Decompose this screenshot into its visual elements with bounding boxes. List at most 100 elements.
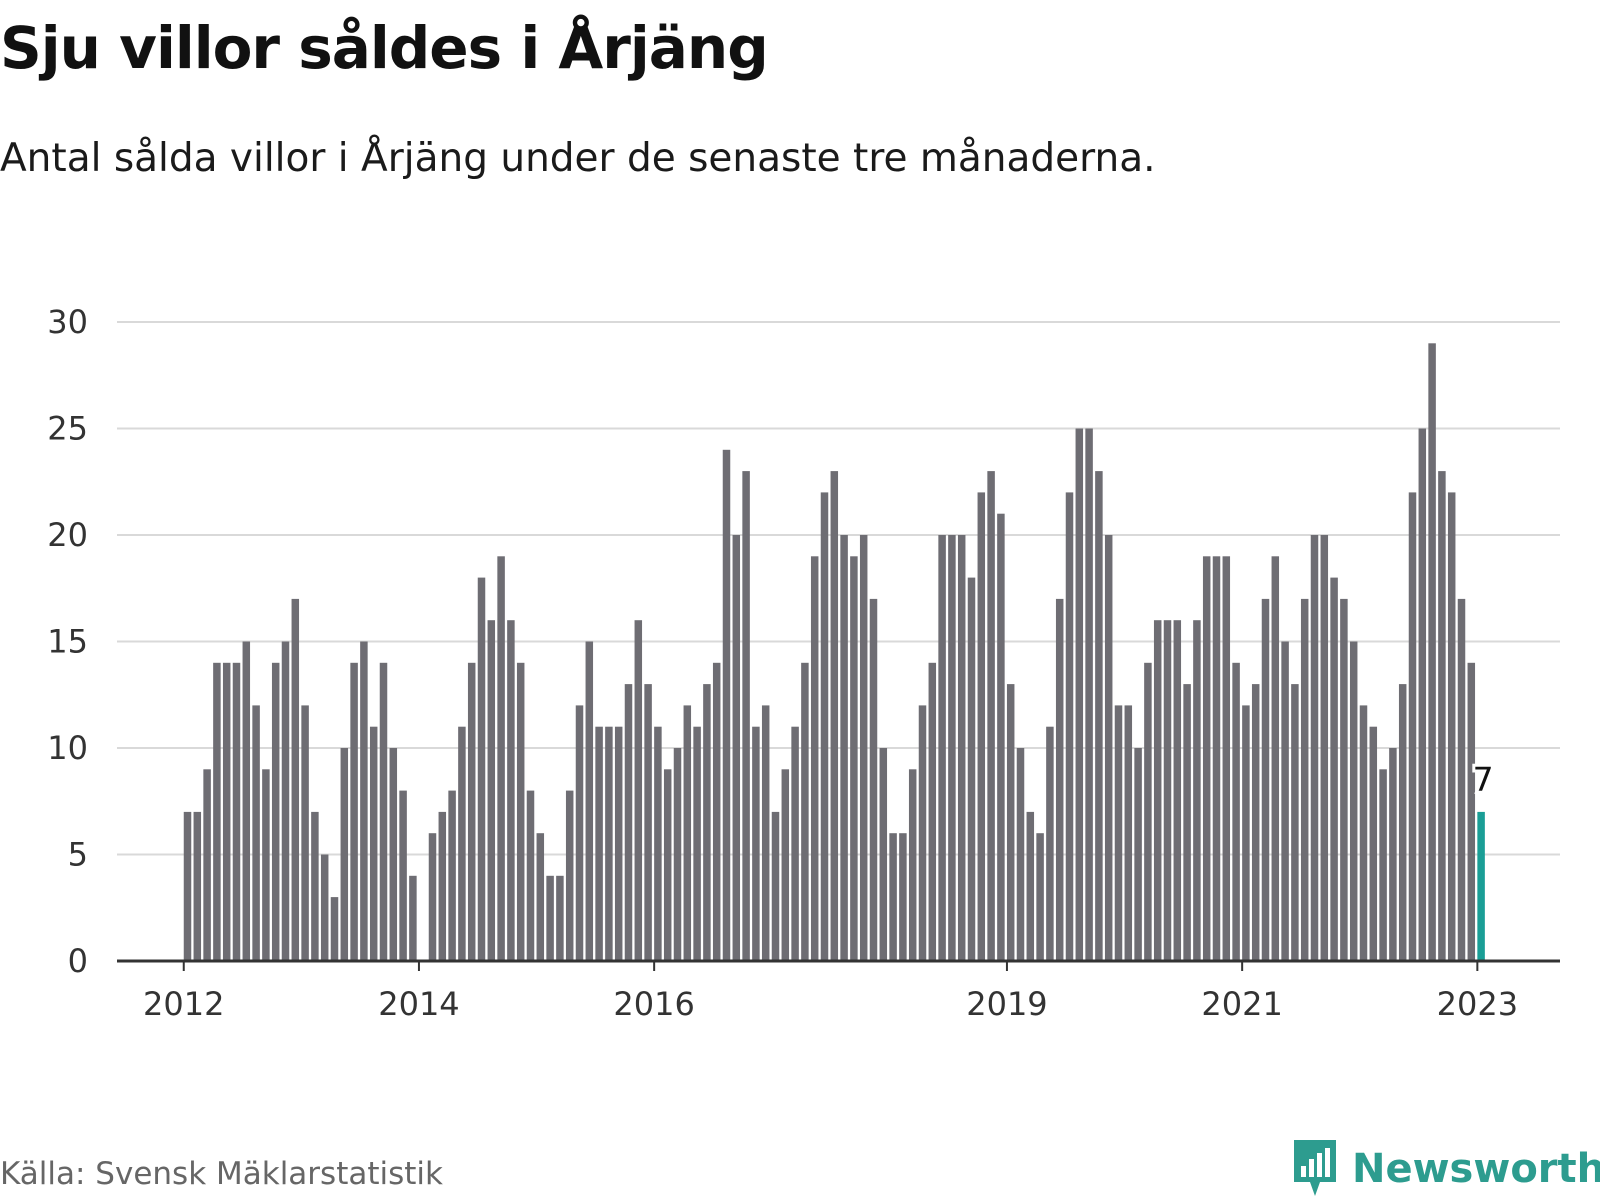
bar — [1006, 684, 1015, 961]
bar — [977, 492, 986, 961]
y-tick-label: 5 — [68, 836, 88, 874]
bar — [987, 471, 995, 961]
value-label: 7 — [1473, 760, 1494, 799]
bar — [683, 705, 692, 961]
bar — [673, 748, 682, 961]
bar — [1447, 492, 1456, 961]
bar — [850, 556, 858, 961]
bar — [1320, 535, 1329, 961]
x-tick-label: 2023 — [1437, 985, 1518, 1023]
bar — [1193, 620, 1201, 961]
bar — [1438, 471, 1446, 961]
bar — [614, 726, 623, 961]
bar — [752, 726, 760, 961]
bar — [242, 641, 251, 961]
bar — [477, 577, 486, 961]
bar — [869, 598, 878, 961]
bar — [1163, 620, 1172, 961]
bar — [1104, 535, 1113, 961]
bar — [1202, 556, 1211, 961]
bar — [311, 811, 319, 961]
bar — [262, 769, 270, 961]
bar — [879, 748, 888, 961]
bar — [526, 790, 535, 961]
bar — [1095, 471, 1103, 961]
bar — [1055, 598, 1064, 961]
bar — [536, 833, 545, 961]
y-tick-label: 25 — [47, 410, 88, 448]
bar — [213, 662, 221, 961]
bar — [820, 492, 829, 961]
bar — [957, 535, 966, 961]
bar — [1212, 556, 1221, 961]
bar — [193, 811, 202, 961]
y-tick-label: 15 — [47, 623, 88, 661]
bar — [320, 854, 329, 961]
bar — [1457, 598, 1466, 961]
x-tick-label: 2014 — [378, 985, 459, 1023]
bar — [1281, 641, 1289, 961]
x-tick-label: 2019 — [966, 985, 1047, 1023]
bar — [546, 875, 554, 961]
bar — [389, 748, 398, 961]
newsworthy-logo-icon — [1294, 1140, 1336, 1196]
bar — [379, 662, 388, 961]
bar — [722, 449, 731, 961]
bar — [1349, 641, 1358, 961]
bar — [458, 726, 466, 961]
bar — [1075, 428, 1084, 961]
bar — [1389, 748, 1397, 961]
bar — [948, 535, 956, 961]
chart-subtitle: Antal sålda villor i Årjäng under de sen… — [0, 136, 1156, 181]
bar — [487, 620, 496, 961]
brand-logo: Newsworthy — [1290, 1138, 1600, 1200]
x-tick-label: 2016 — [613, 985, 694, 1023]
bar — [1330, 577, 1338, 961]
bar — [859, 535, 868, 961]
y-tick-label: 10 — [47, 729, 88, 767]
bar — [1379, 769, 1387, 961]
bar — [428, 833, 437, 961]
bar — [1359, 705, 1368, 961]
chart-title: Sju villor såldes i Årjäng — [0, 14, 769, 82]
bar — [1242, 705, 1250, 961]
bar — [232, 662, 241, 961]
bar — [360, 641, 368, 961]
bar — [399, 790, 407, 961]
bar — [732, 535, 741, 961]
bar — [350, 662, 358, 961]
bar — [624, 684, 633, 961]
bar — [644, 684, 652, 961]
bar — [791, 726, 799, 961]
brand-name: Newsworthy — [1352, 1146, 1600, 1192]
bar — [781, 769, 790, 961]
bar — [438, 811, 447, 961]
bar — [183, 811, 192, 961]
bar — [908, 769, 917, 961]
bar — [1428, 343, 1436, 961]
bar — [369, 726, 378, 961]
bar — [1418, 428, 1427, 961]
bar — [565, 790, 574, 961]
bar — [330, 897, 339, 961]
bar — [1222, 556, 1231, 961]
bar — [938, 535, 946, 961]
bar — [928, 662, 937, 961]
bar — [1153, 620, 1162, 961]
bar — [467, 662, 476, 961]
bar — [1065, 492, 1074, 961]
bar — [585, 641, 594, 961]
bar — [605, 726, 613, 961]
bar — [507, 620, 515, 961]
bar — [918, 705, 927, 961]
bar — [281, 641, 290, 961]
bar — [1036, 833, 1044, 961]
bar — [556, 875, 564, 961]
bar — [693, 726, 701, 961]
bar — [1173, 620, 1182, 961]
bar — [1271, 556, 1280, 961]
bar — [1134, 748, 1142, 961]
bar — [840, 535, 848, 961]
bar — [291, 598, 300, 961]
